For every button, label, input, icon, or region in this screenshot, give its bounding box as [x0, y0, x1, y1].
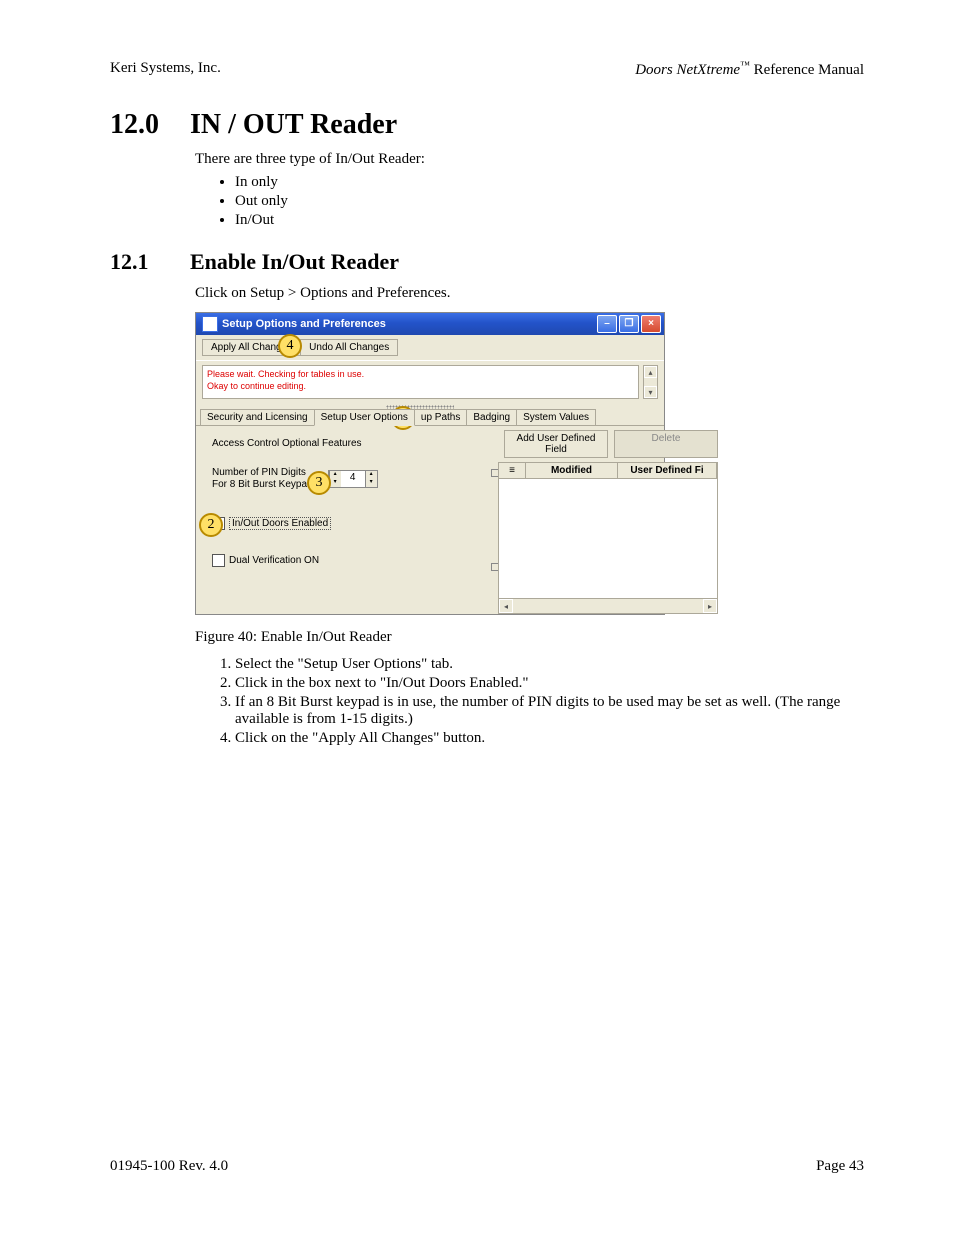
window-title: Setup Options and Preferences [222, 318, 386, 330]
callout-3: 3 [307, 471, 331, 495]
scroll-left-icon[interactable]: ◂ [499, 599, 513, 613]
list-item: Click in the box next to "In/Out Doors E… [235, 675, 864, 692]
checkbox-icon[interactable] [212, 554, 225, 567]
dual-verification-label: Dual Verification ON [229, 555, 319, 566]
pin-digits-value: 4 [341, 471, 365, 487]
titlebar[interactable]: Setup Options and Preferences – ❐ × [196, 313, 664, 335]
grid-header-user-defined[interactable]: User Defined Fi [618, 463, 717, 478]
tab-up-paths[interactable]: up Paths [414, 409, 467, 425]
grid-h-scrollbar[interactable]: ◂ ▸ [499, 598, 717, 613]
section-title: IN / OUT Reader [190, 109, 397, 140]
header-left: Keri Systems, Inc. [110, 60, 221, 79]
undo-all-changes-button[interactable]: Undo All Changes [301, 340, 397, 355]
tab-system-values[interactable]: System Values [516, 409, 596, 425]
close-button[interactable]: × [641, 315, 661, 333]
page-footer: 01945-100 Rev. 4.0 Page 43 [110, 1158, 864, 1175]
status-scrollbar[interactable]: ▴ ▾ [643, 365, 658, 399]
inout-doors-checkbox[interactable]: In/Out Doors Enabled [212, 517, 482, 530]
tab-badging[interactable]: Badging [466, 409, 517, 425]
header-right: Doors NetXtreme™ Reference Manual [635, 60, 864, 79]
section-body: There are three type of In/Out Reader: I… [195, 151, 864, 229]
spin-up-icon[interactable]: ▴ [329, 471, 341, 479]
list-item: Select the "Setup User Options" tab. [235, 656, 864, 673]
subsection-body: Click on Setup > Options and Preferences… [195, 285, 864, 747]
product-name: Doors NetXtreme [635, 62, 740, 78]
scroll-up-icon[interactable]: ▴ [644, 366, 657, 378]
tab-row: Security and Licensing Setup User Option… [196, 409, 664, 426]
minimize-button[interactable]: – [597, 315, 617, 333]
user-defined-fields-grid[interactable]: ≡ Modified User Defined Fi ◂ ▸ [498, 462, 718, 614]
figure-caption: Figure 40: Enable In/Out Reader [195, 629, 864, 646]
app-icon [202, 316, 218, 332]
tab-body: Access Control Optional Features Number … [196, 426, 664, 614]
screenshot-wrap: Setup Options and Preferences – ❐ × Appl… [195, 312, 864, 615]
list-item: In only [235, 174, 864, 191]
delete-button[interactable]: Delete [614, 430, 718, 458]
subsection-number: 12.1 [110, 249, 190, 275]
subsection-intro: Click on Setup > Options and Preferences… [195, 285, 864, 302]
right-toolbar: Add User Defined Field Delete [498, 426, 724, 462]
pin-digits-row: Number of PIN Digits For 8 Bit Burst Key… [212, 467, 482, 491]
subsection-heading: 12.1Enable In/Out Reader [110, 249, 864, 275]
maximize-button[interactable]: ❐ [619, 315, 639, 333]
grid-body[interactable] [499, 479, 717, 598]
reader-type-list: In only Out only In/Out [235, 174, 864, 229]
footer-right: Page 43 [816, 1158, 864, 1175]
scroll-track[interactable] [513, 599, 703, 613]
section-number: 12.0 [110, 109, 190, 141]
tab-security-licensing[interactable]: Security and Licensing [200, 409, 315, 425]
section-intro: There are three type of In/Out Reader: [195, 151, 864, 168]
trademark: ™ [740, 60, 750, 71]
procedure-steps: Select the "Setup User Options" tab. Cli… [215, 656, 864, 747]
spin-down-icon[interactable]: ▾ [365, 479, 377, 487]
list-item: Click on the "Apply All Changes" button. [235, 730, 864, 747]
spinner-right-buttons[interactable]: ▴ ▾ [365, 471, 377, 487]
footer-left: 01945-100 Rev. 4.0 [110, 1158, 228, 1175]
inout-doors-label: In/Out Doors Enabled [229, 517, 331, 530]
status-area: Please wait. Checking for tables in use.… [196, 361, 664, 403]
list-item: In/Out [235, 212, 864, 229]
grid-header-modified[interactable]: Modified [526, 463, 618, 478]
screenshot-window: Setup Options and Preferences – ❐ × Appl… [195, 312, 665, 615]
page: Keri Systems, Inc. Doors NetXtreme™ Refe… [0, 0, 954, 1235]
add-user-defined-field-button[interactable]: Add User Defined Field [504, 430, 608, 458]
status-line: Okay to continue editing. [207, 381, 634, 393]
pin-digits-spinner[interactable]: ▴ ▾ 4 ▴ ▾ [328, 470, 378, 488]
scroll-right-icon[interactable]: ▸ [703, 599, 717, 613]
right-pane: Add User Defined Field Delete ≡ Modified… [498, 426, 724, 614]
scroll-down-icon[interactable]: ▾ [644, 386, 657, 398]
status-message-box: Please wait. Checking for tables in use.… [202, 365, 639, 399]
titlebar-left: Setup Options and Preferences [202, 316, 386, 332]
doc-type: Reference Manual [750, 62, 864, 78]
subsection-title: Enable In/Out Reader [190, 249, 399, 274]
left-pane: Access Control Optional Features Number … [196, 426, 492, 614]
grid-header: ≡ Modified User Defined Fi [499, 463, 717, 479]
toolbar: Apply All Changes Undo All Changes [196, 335, 664, 361]
list-item: If an 8 Bit Burst keypad is in use, the … [235, 694, 864, 728]
list-item: Out only [235, 193, 864, 210]
window-controls: – ❐ × [597, 315, 661, 333]
callout-2: 2 [199, 513, 223, 537]
status-line: Please wait. Checking for tables in use. [207, 369, 634, 381]
left-pane-heading: Access Control Optional Features [212, 438, 482, 449]
pin-label-line1: Number of PIN Digits [212, 467, 318, 479]
page-header: Keri Systems, Inc. Doors NetXtreme™ Refe… [110, 60, 864, 79]
spin-up-icon[interactable]: ▴ [365, 471, 377, 479]
callout-4: 4 [278, 334, 302, 358]
pin-digits-label: Number of PIN Digits For 8 Bit Burst Key… [212, 467, 318, 491]
pin-label-line2: For 8 Bit Burst Keypads [212, 479, 318, 491]
tab-setup-user-options[interactable]: Setup User Options [314, 409, 415, 426]
dual-verification-checkbox[interactable]: Dual Verification ON [212, 554, 482, 567]
grid-header-handle[interactable]: ≡ [499, 463, 526, 478]
section-heading: 12.0IN / OUT Reader [110, 109, 864, 141]
